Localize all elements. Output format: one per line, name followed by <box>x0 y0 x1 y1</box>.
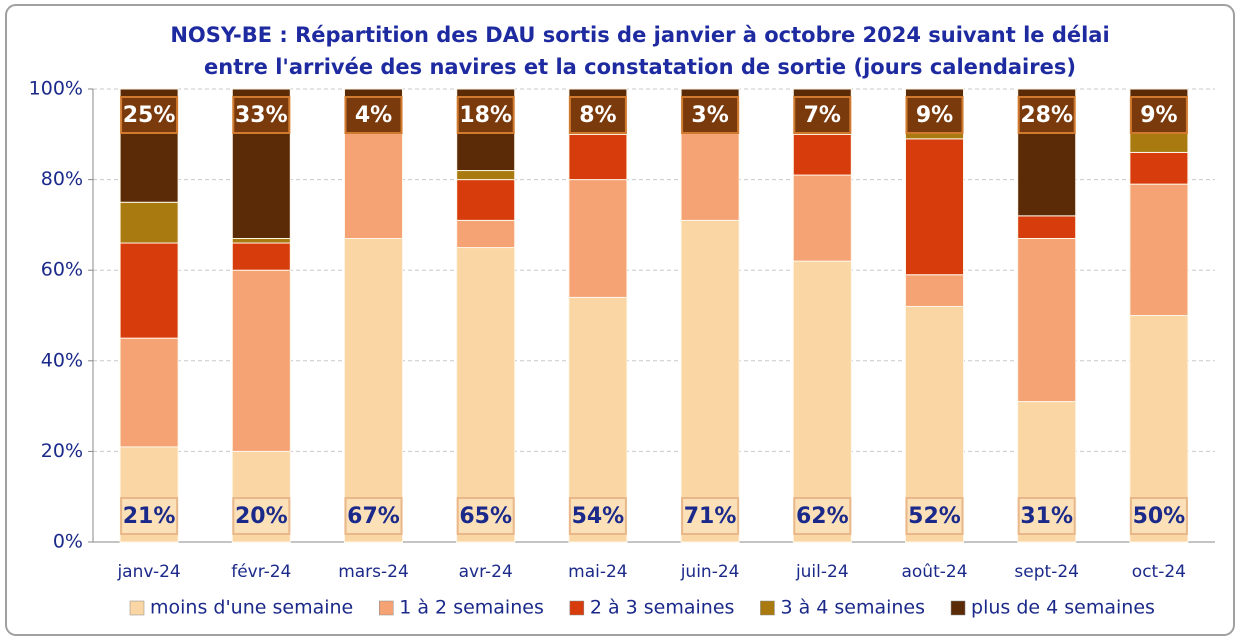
data-label-box <box>1017 497 1076 535</box>
data-label: 31% <box>1020 504 1073 529</box>
bar-segment <box>568 179 628 298</box>
data-label-box <box>905 497 964 535</box>
data-label: 62% <box>796 504 849 529</box>
data-label-box <box>681 497 740 535</box>
x-tick-label: juil-24 <box>795 562 849 582</box>
x-tick-label: avr-24 <box>459 562 513 582</box>
data-label-box <box>232 96 291 134</box>
data-label-box <box>568 96 627 134</box>
data-label-box <box>120 96 179 134</box>
bar-segment <box>344 237 403 543</box>
y-tick-label: 40% <box>41 349 83 371</box>
x-tick-label: sept-24 <box>1014 562 1079 582</box>
legend-swatch <box>950 600 966 616</box>
data-label: 65% <box>459 504 512 529</box>
bar-segment <box>1017 237 1077 403</box>
data-label-box <box>905 96 964 134</box>
data-label: 3% <box>691 103 728 128</box>
data-label-box <box>568 497 627 535</box>
data-label: 9% <box>916 103 953 128</box>
data-label: 33% <box>235 103 288 128</box>
data-label: 20% <box>235 504 288 529</box>
legend-label: plus de 4 semaines <box>971 597 1155 619</box>
y-tick-label: 0% <box>53 531 83 553</box>
data-label-box <box>1129 96 1188 134</box>
legend-label: 1 à 2 semaines <box>399 597 544 619</box>
data-label-box <box>1129 497 1188 535</box>
y-tick-label: 20% <box>41 440 83 462</box>
data-label: 4% <box>355 103 392 128</box>
data-label-box <box>456 497 515 535</box>
legend-swatch <box>569 600 585 616</box>
chart-title: entre l'arrivée des navires et la consta… <box>204 55 1076 79</box>
data-label: 67% <box>347 504 400 529</box>
data-label-box <box>793 497 852 535</box>
x-tick-label: août-24 <box>901 562 967 582</box>
data-label: 54% <box>572 504 625 529</box>
x-tick-label: juin-24 <box>680 562 740 582</box>
bar-segment <box>1129 183 1189 316</box>
legend-label: 2 à 3 semaines <box>590 597 735 619</box>
data-label: 25% <box>123 103 176 128</box>
legend-label: moins d'une semaine <box>150 597 353 619</box>
bar-segment <box>456 170 516 181</box>
data-label-box <box>344 497 403 535</box>
legend-swatch <box>129 600 145 616</box>
data-label-box <box>681 96 740 134</box>
y-tick-label: 80% <box>41 168 83 190</box>
data-label: 28% <box>1020 103 1073 128</box>
bar-segment <box>231 237 291 244</box>
bar-segment <box>905 138 964 276</box>
bar-segment <box>905 274 964 307</box>
bar-segment <box>456 179 516 221</box>
data-label-box <box>232 497 291 535</box>
bar-segment <box>568 133 628 181</box>
x-tick-label: janv-24 <box>116 562 180 582</box>
data-label: 52% <box>908 504 961 529</box>
bar-segment <box>119 201 179 244</box>
chart-title: NOSY-BE : Répartition des DAU sortis de … <box>170 23 1109 47</box>
bar-segment <box>119 337 179 448</box>
data-label: 8% <box>579 103 616 128</box>
data-label: 18% <box>459 103 512 128</box>
bar-segment <box>792 174 852 262</box>
data-label-box <box>344 96 403 134</box>
data-label: 7% <box>804 103 841 128</box>
bar-segment <box>119 242 179 339</box>
x-tick-label: oct-24 <box>1132 562 1186 582</box>
bar-segment <box>456 247 516 543</box>
legend-label: 3 à 4 semaines <box>780 597 925 619</box>
bar-segment <box>1129 151 1189 185</box>
x-tick-label: févr-24 <box>231 562 291 582</box>
data-label-box <box>120 497 179 535</box>
x-tick-label: mars-24 <box>338 562 409 582</box>
data-label-box <box>793 96 852 134</box>
data-label-box <box>456 96 515 134</box>
bar-segment <box>792 133 852 176</box>
bar-segment <box>792 260 852 543</box>
x-tick-label: mai-24 <box>568 562 627 582</box>
y-tick-label: 100% <box>29 78 83 100</box>
data-label: 50% <box>1133 504 1186 529</box>
bar-segment <box>456 219 516 249</box>
data-label: 71% <box>684 504 737 529</box>
legend-swatch <box>379 600 394 616</box>
data-label: 9% <box>1140 103 1177 128</box>
bar-segment <box>1017 215 1077 239</box>
data-label: 21% <box>123 504 176 529</box>
bar-segment <box>680 219 740 543</box>
bar-segment <box>231 242 291 271</box>
y-tick-label: 60% <box>41 259 83 281</box>
legend-swatch <box>760 600 775 616</box>
data-label-box <box>1017 96 1076 134</box>
bar-segment <box>231 269 291 452</box>
